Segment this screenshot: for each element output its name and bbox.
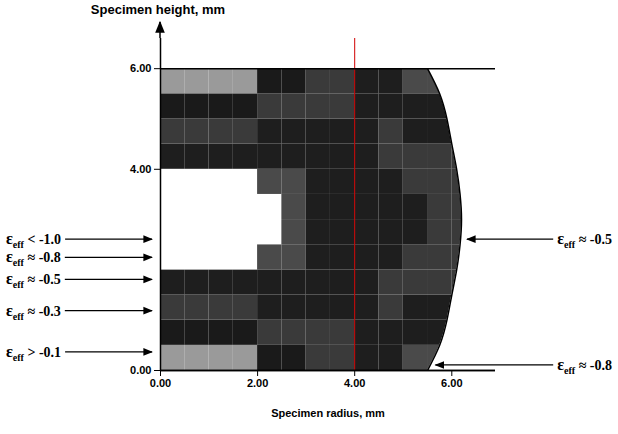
svg-text:εeff ≈ -0.5: εeff ≈ -0.5 [6,270,61,290]
svg-text:2.00: 2.00 [247,377,268,389]
svg-text:εeff ≈ -0.8: εeff ≈ -0.8 [6,248,61,268]
svg-text:εeff ≈ -0.3: εeff ≈ -0.3 [6,302,61,322]
svg-text:Specimen radius, mm: Specimen radius, mm [271,407,385,419]
svg-text:εeff ≈ -0.5: εeff ≈ -0.5 [557,230,612,250]
svg-text:εeff ≈ -0.8: εeff ≈ -0.8 [557,356,612,376]
svg-text:4.00: 4.00 [344,377,365,389]
svg-text:εeff < -1.0: εeff < -1.0 [6,230,61,250]
svg-text:6.00: 6.00 [130,62,151,74]
svg-text:0.00: 0.00 [130,364,151,376]
svg-text:6.00: 6.00 [441,377,462,389]
svg-text:4.00: 4.00 [130,163,151,175]
svg-text:Specimen height, mm: Specimen height, mm [91,2,225,17]
svg-text:εeff > -0.1: εeff > -0.1 [6,343,61,363]
svg-text:0.00: 0.00 [150,377,171,389]
